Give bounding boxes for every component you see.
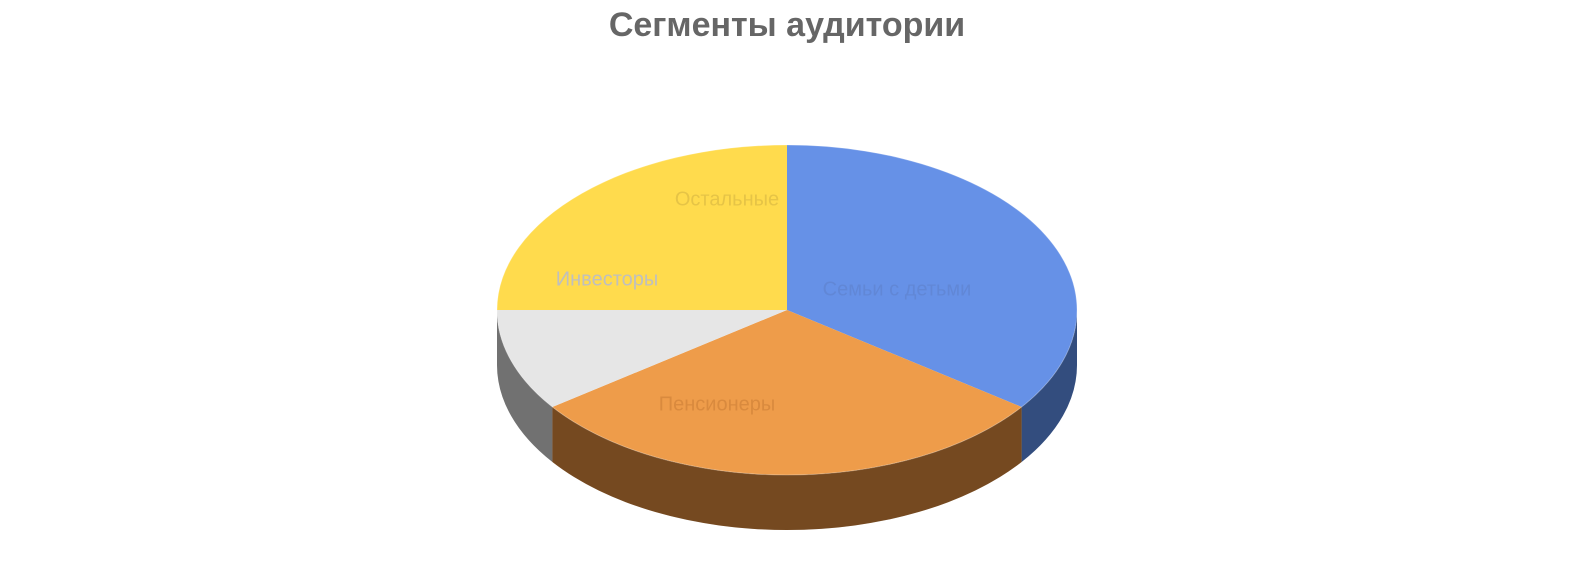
pie-slice-label: Семьи с детьми xyxy=(823,278,972,300)
pie-svg: Семьи с детьми Пенсионеры Инвесторы Остальн… xyxy=(0,0,1574,582)
pie-chart-3d: Сегменты аудитории Семьи с детьмиПенсион… xyxy=(0,0,1574,582)
pie-slice-label: Инвесторы xyxy=(556,268,659,290)
pie-slice-label: Пенсионеры xyxy=(659,393,776,415)
pie-slice-label: Остальные xyxy=(675,188,779,210)
